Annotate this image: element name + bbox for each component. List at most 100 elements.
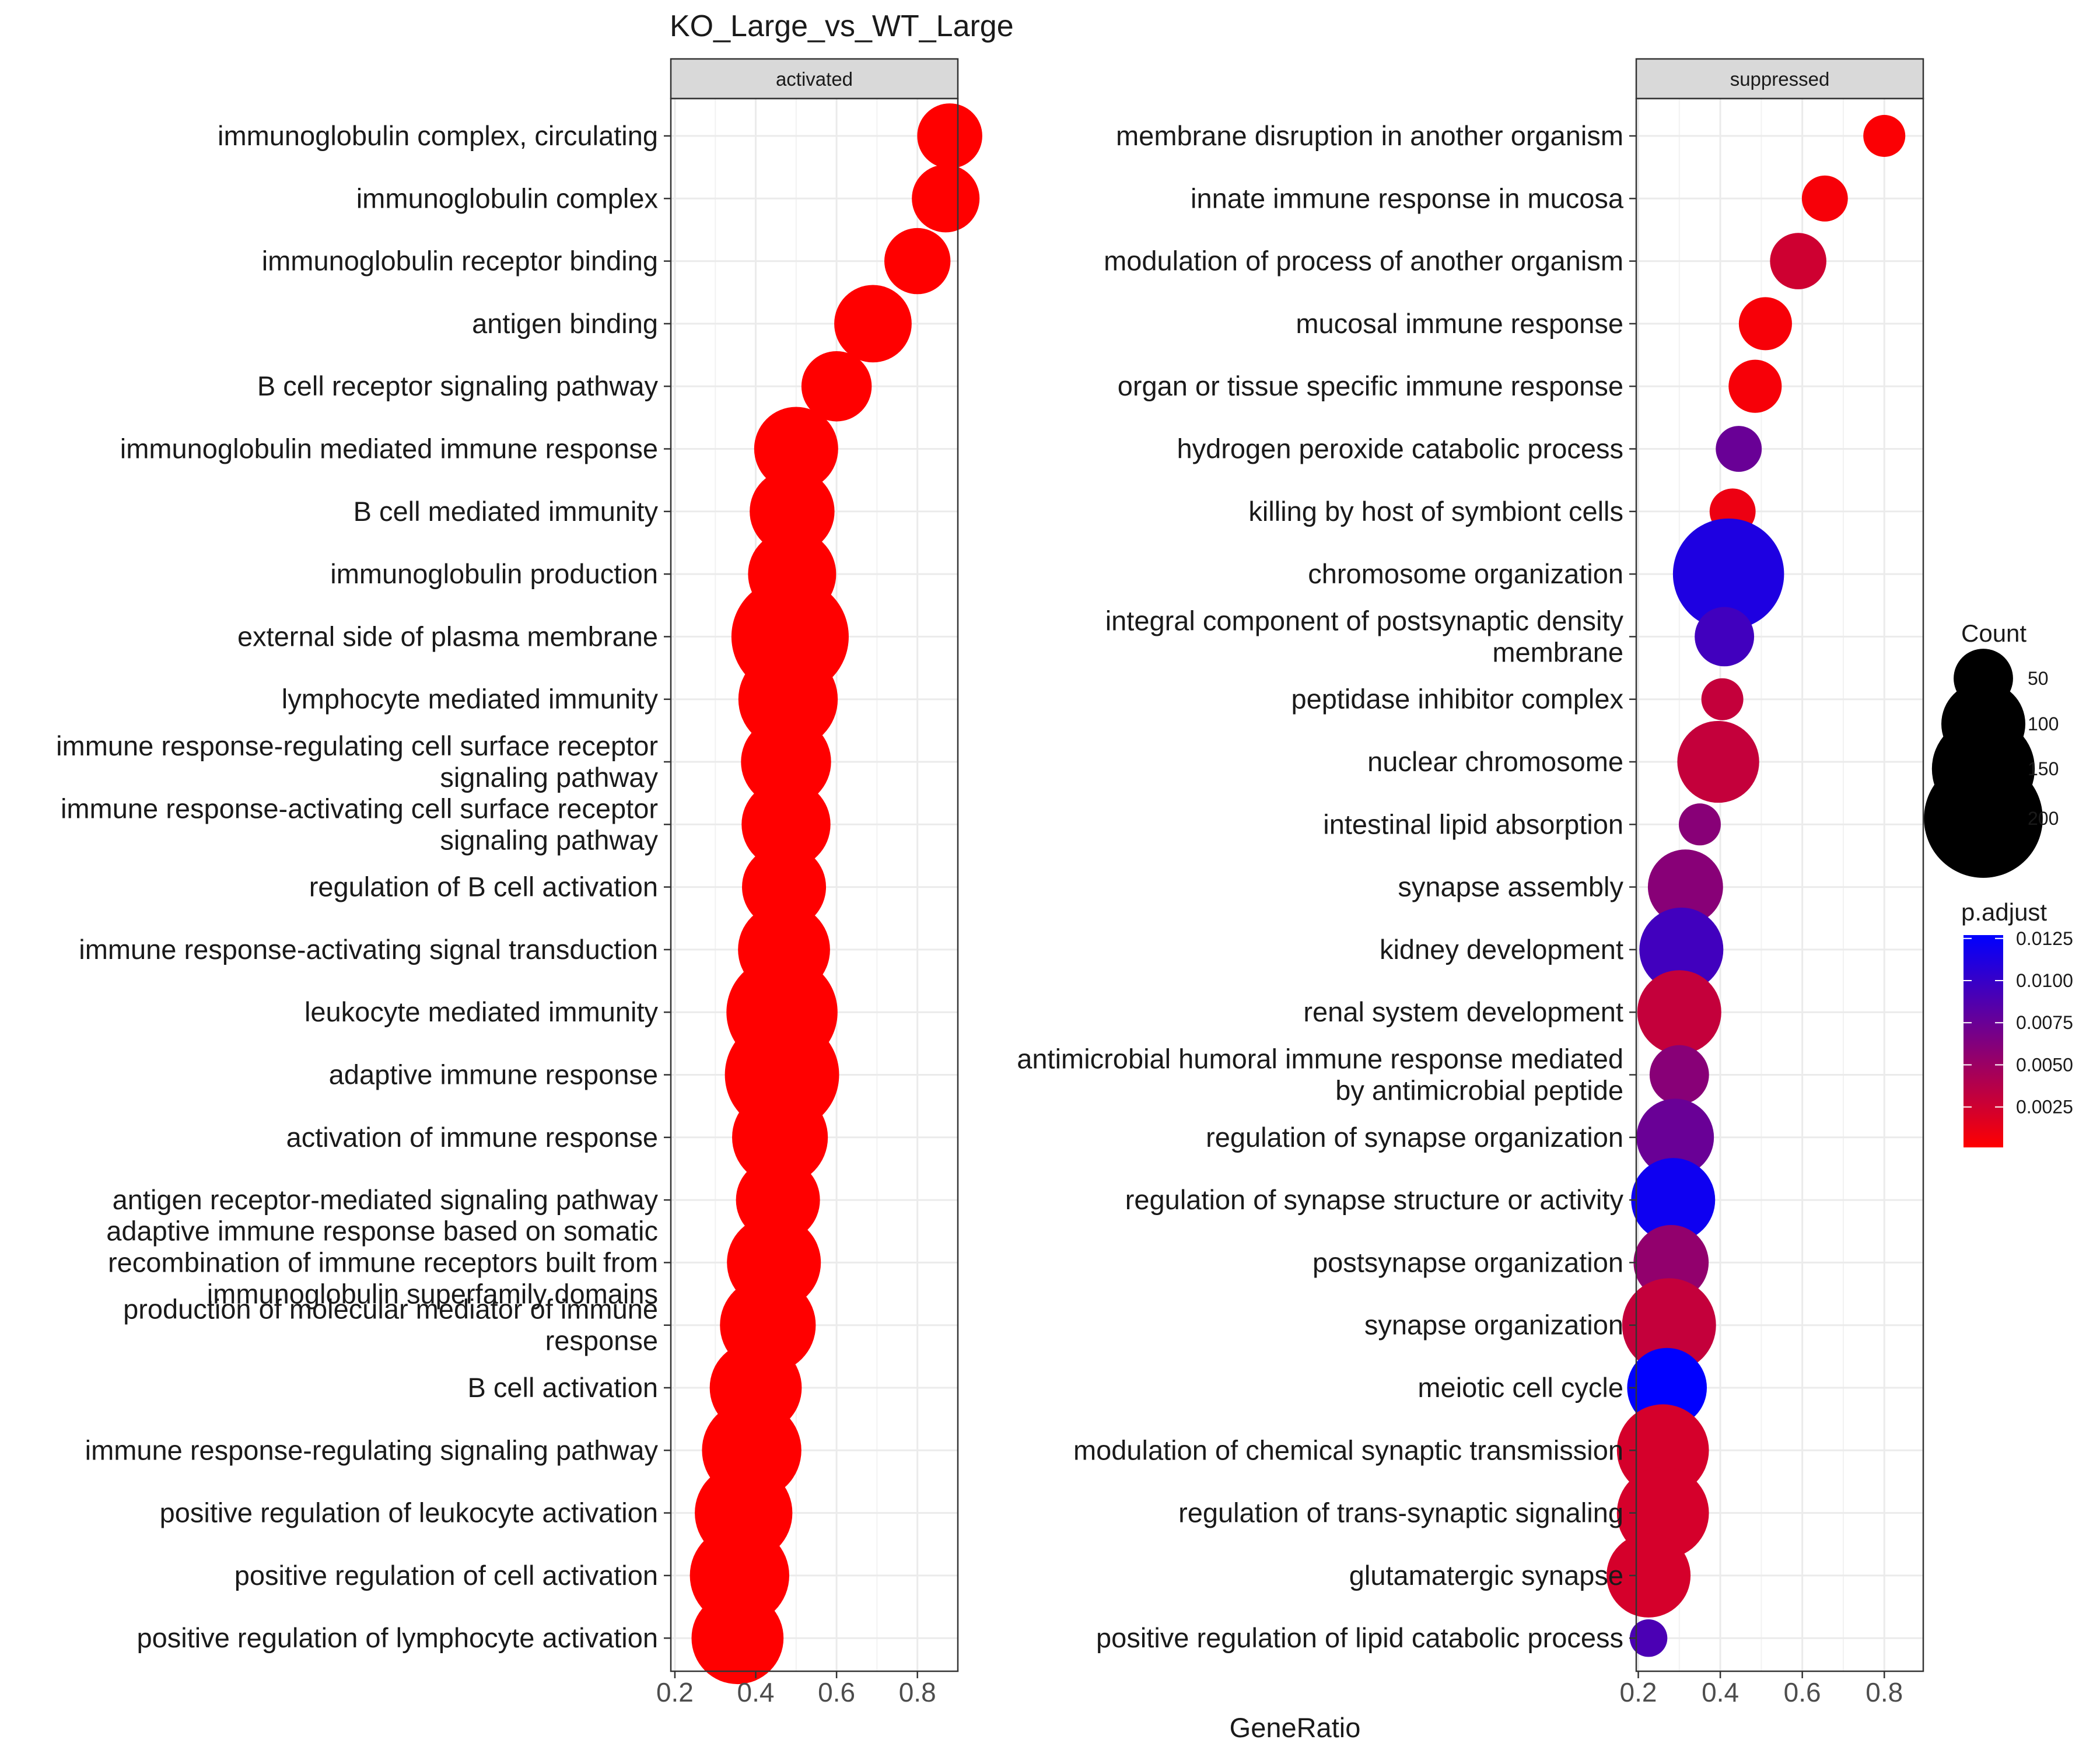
- term-label: synapse organization: [1364, 1310, 1623, 1340]
- term-label: B cell receptor signaling pathway: [257, 370, 659, 401]
- point: [742, 845, 827, 929]
- point: [1647, 849, 1723, 925]
- legend-count-label: 200: [2028, 808, 2059, 829]
- y-labels-suppressed: membrane disruption in another organism i…: [1017, 120, 1636, 1653]
- legend-padj-label: 0.0100: [2016, 970, 2073, 991]
- panel-activated-border: [670, 97, 959, 1672]
- term-label: positive regulation of lipid catabolic p…: [1096, 1622, 1623, 1653]
- legend-count-keys: 50 100 150 200: [1924, 649, 2059, 878]
- term-label: synapse assembly: [1398, 872, 1623, 902]
- point: [754, 407, 838, 491]
- term-label: adaptive immune response: [329, 1059, 658, 1090]
- point: [1629, 1619, 1668, 1657]
- term-label: antigen receptor-mediated signaling path…: [113, 1184, 659, 1215]
- x-ticks-activated: 0.2 0.4 0.6 0.8: [656, 1671, 936, 1707]
- point: [1672, 518, 1784, 630]
- point: [1716, 426, 1762, 472]
- legend-count-label: 100: [2028, 713, 2059, 734]
- term-label: chromosome organization: [1308, 558, 1623, 589]
- strip-suppressed-bg: [1635, 58, 1924, 100]
- point: [1863, 115, 1906, 157]
- point: [1738, 297, 1792, 351]
- legend-count-label: 150: [2028, 758, 2059, 779]
- x-ticks-suppressed: 0.2 0.4 0.6 0.8: [1620, 1671, 1903, 1707]
- legend-padj-label: 0.0125: [2016, 928, 2073, 949]
- term-label: immunoglobulin mediated immune response: [120, 433, 658, 464]
- term-label: meiotic cell cycle: [1418, 1372, 1623, 1403]
- point: [912, 164, 980, 233]
- term-label: integral component of postsynaptic densi…: [1105, 605, 1624, 667]
- point: [741, 716, 831, 807]
- point: [741, 780, 831, 869]
- term-label: regulation of B cell activation: [309, 872, 658, 902]
- point: [884, 228, 951, 295]
- x-tick-label: 0.6: [1784, 1677, 1821, 1707]
- legend-colorbar: [1964, 935, 2003, 1147]
- points-suppressed: [1606, 115, 1906, 1657]
- point: [1649, 1045, 1709, 1105]
- term-label: immunoglobulin receptor binding: [262, 246, 658, 276]
- point: [834, 285, 912, 363]
- term-label: immune response-regulating cell surface …: [56, 730, 658, 793]
- term-label: antigen binding: [472, 308, 658, 339]
- point: [801, 351, 872, 422]
- term-label: leukocyte mediated immunity: [304, 996, 659, 1027]
- x-tick-label: 0.2: [1620, 1677, 1657, 1707]
- legend-count-key: [1924, 759, 2043, 878]
- term-label: immune response-regulating signaling pat…: [85, 1434, 659, 1465]
- point: [750, 469, 835, 554]
- legend-count-title: Count: [1961, 620, 2027, 647]
- point: [691, 1592, 784, 1685]
- point: [1695, 607, 1755, 667]
- strip-activated-label: activated: [776, 68, 853, 90]
- legend-padj-label: 0.0025: [2016, 1097, 2073, 1118]
- term-label: innate immune response in mucosa: [1191, 183, 1624, 214]
- x-tick-label: 0.8: [1866, 1677, 1903, 1707]
- term-label: immune response-activating cell surface …: [61, 793, 659, 855]
- term-label: immunoglobulin complex, circulating: [218, 120, 658, 151]
- strip-suppressed-label: suppressed: [1730, 68, 1830, 90]
- point: [732, 1089, 828, 1185]
- term-label: B cell activation: [467, 1372, 658, 1403]
- panel-suppressed: suppressed membrane disruption in anothe…: [1017, 58, 1924, 1707]
- term-label: hydrogen peroxide catabolic process: [1177, 433, 1623, 464]
- term-label: activation of immune response: [286, 1122, 658, 1153]
- term-label: external side of plasma membrane: [237, 621, 658, 652]
- legend-padj-ticks: 0.0125 0.0100 0.0075 0.0050 0.0025: [1964, 928, 2073, 1118]
- legend-padj-title: p.adjust: [1961, 898, 2047, 926]
- x-axis-title: GeneRatio: [1230, 1712, 1361, 1743]
- legend-padj-label: 0.0075: [2016, 1012, 2073, 1033]
- term-label: positive regulation of cell activation: [235, 1560, 658, 1591]
- x-tick-label: 0.4: [737, 1677, 775, 1707]
- term-label: immunoglobulin complex: [356, 183, 658, 214]
- point: [1636, 1098, 1714, 1177]
- legend-padj-label: 0.0050: [2016, 1054, 2073, 1075]
- term-label: regulation of synapse organization: [1206, 1122, 1623, 1153]
- term-label: nuclear chromosome: [1367, 746, 1623, 777]
- term-label: intestinal lipid absorption: [1323, 808, 1623, 839]
- term-label: peptidase inhibitor complex: [1291, 684, 1623, 715]
- term-label: renal system development: [1303, 996, 1623, 1027]
- point: [1622, 1278, 1716, 1373]
- term-label: adaptive immune response based on somati…: [106, 1215, 658, 1309]
- x-tick-label: 0.6: [818, 1677, 855, 1707]
- term-label: modulation of process of another organis…: [1104, 246, 1623, 276]
- point: [1678, 803, 1721, 846]
- term-label: mucosal immune response: [1296, 308, 1623, 339]
- term-label: regulation of trans-synaptic signaling: [1178, 1497, 1623, 1528]
- legend-count-label: 50: [2028, 668, 2049, 689]
- x-tick-label: 0.8: [899, 1677, 936, 1707]
- point: [1631, 1158, 1716, 1242]
- term-label: membrane disruption in another organism: [1116, 120, 1623, 151]
- term-label: antimicrobial humoral immune response me…: [1017, 1044, 1623, 1106]
- point: [1770, 233, 1826, 289]
- point: [1701, 678, 1744, 720]
- term-label: lymphocyte mediated immunity: [282, 684, 659, 715]
- term-label: positive regulation of leukocyte activat…: [160, 1497, 658, 1528]
- term-label: regulation of synapse structure or activ…: [1125, 1184, 1624, 1215]
- point: [1639, 907, 1724, 992]
- point: [917, 103, 982, 169]
- point: [1606, 1533, 1691, 1618]
